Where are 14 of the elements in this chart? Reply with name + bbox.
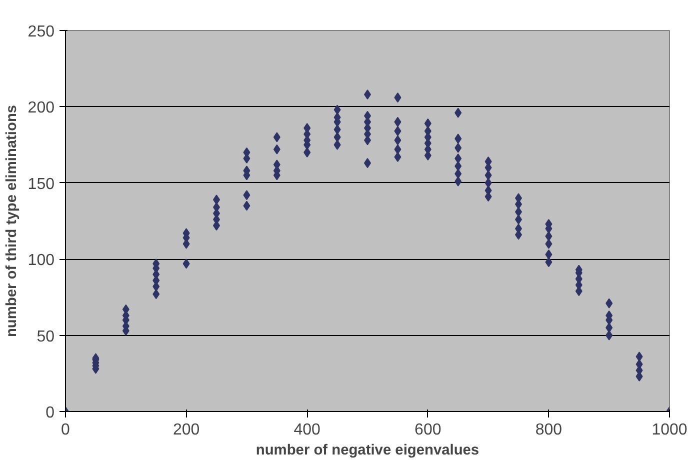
y-axis-title: number of third type eliminations: [4, 104, 20, 338]
x-tick-label: 800: [535, 422, 562, 438]
x-tick-label: 0: [61, 422, 70, 438]
y-tick-label: 250: [28, 24, 55, 40]
y-tick-label: 50: [36, 328, 55, 346]
y-tick-label: 0: [46, 404, 55, 422]
y-tick-label: 200: [28, 100, 55, 117]
x-tick-label: 200: [172, 422, 200, 438]
y-tick-label: 150: [28, 176, 55, 193]
y-tick-label: 100: [28, 252, 55, 270]
x-axis-title: number of negative eigenvalues: [256, 442, 480, 458]
x-tick-label: 1000: [652, 422, 688, 438]
x-tick-label: 400: [294, 422, 321, 438]
x-tick-label: 600: [414, 422, 442, 438]
